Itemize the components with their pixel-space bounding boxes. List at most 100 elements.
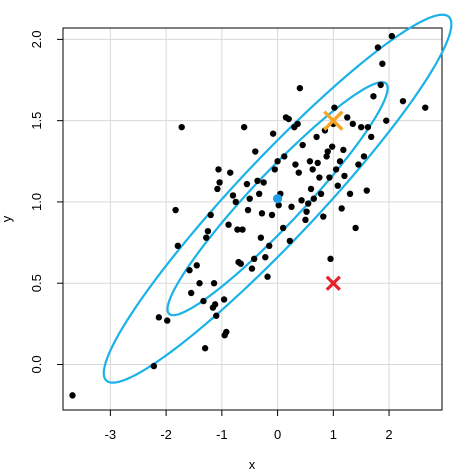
data-point — [207, 211, 214, 219]
data-point — [355, 161, 362, 168]
data-point — [243, 180, 251, 188]
data-point — [255, 190, 263, 198]
markers — [272, 110, 344, 291]
data-point — [215, 166, 222, 173]
data-point — [357, 123, 365, 131]
data-point — [292, 161, 299, 168]
red-x-marker — [325, 275, 341, 291]
data-point — [383, 117, 390, 124]
data-point — [264, 273, 271, 280]
data-point — [326, 174, 333, 181]
data-point — [200, 297, 207, 305]
data-point — [268, 211, 276, 219]
data-point — [344, 114, 351, 121]
data-point — [254, 177, 261, 184]
data-point — [69, 392, 76, 399]
y-axis-title: y — [0, 215, 14, 222]
data-point — [196, 280, 203, 287]
x-tick-label: -2 — [160, 427, 172, 442]
data-point — [323, 153, 330, 160]
data-point — [227, 169, 234, 176]
data-point — [306, 158, 314, 165]
data-point — [377, 81, 384, 89]
data-point — [316, 174, 323, 181]
data-point — [324, 148, 331, 155]
data-point — [266, 242, 273, 250]
data-point — [334, 182, 341, 189]
data-point — [214, 185, 221, 193]
data-point — [285, 115, 292, 123]
data-point — [327, 255, 334, 263]
data-point — [379, 60, 386, 67]
y-tick-label: 0.0 — [29, 355, 44, 373]
data-point — [329, 143, 336, 150]
data-point — [294, 120, 301, 128]
data-point — [307, 185, 315, 193]
data-point — [310, 195, 318, 202]
outer-ellipse — [102, 13, 453, 384]
data-point — [364, 123, 372, 131]
y-tick-label: 0.5 — [29, 274, 44, 292]
y-tick-label: 1.5 — [29, 112, 44, 130]
orange-x-marker-stroke — [323, 110, 344, 131]
data-point — [258, 210, 266, 217]
data-point — [244, 206, 252, 214]
data-point — [225, 221, 232, 228]
data-point — [288, 203, 295, 211]
data-point — [320, 213, 327, 220]
data-point — [269, 130, 277, 137]
data-point — [193, 262, 200, 269]
data-point — [286, 237, 294, 245]
data-point — [332, 166, 340, 173]
data-point — [239, 226, 246, 233]
data-point — [349, 120, 357, 128]
data-point — [232, 198, 239, 206]
data-point — [305, 200, 312, 207]
data-point — [229, 192, 237, 199]
data-point — [237, 260, 244, 267]
orange-x-marker — [323, 110, 344, 131]
data-point — [271, 166, 278, 173]
data-point — [368, 133, 375, 141]
center-point — [272, 194, 283, 204]
data-point — [303, 208, 310, 215]
x-axis-title: x — [249, 457, 256, 472]
data-point — [216, 179, 223, 186]
data-point — [274, 158, 281, 165]
data-point — [213, 312, 220, 319]
data-point — [155, 314, 163, 321]
data-point — [399, 97, 407, 105]
data-point — [211, 301, 219, 308]
data-point — [338, 205, 345, 212]
data-point — [164, 317, 171, 324]
data-point — [331, 104, 338, 111]
y-tick-label: 1.0 — [29, 193, 44, 211]
data-point — [313, 133, 320, 141]
data-points — [69, 32, 429, 399]
data-point — [186, 267, 193, 274]
x-tick-label: 2 — [385, 427, 392, 442]
grid — [63, 28, 442, 410]
x-axis: -3 -2 -1 0 1 2 — [105, 410, 393, 442]
data-point — [374, 44, 382, 51]
data-point — [275, 201, 282, 209]
data-point — [172, 206, 179, 214]
data-point — [240, 123, 248, 131]
data-point — [257, 234, 265, 241]
data-point — [346, 190, 354, 198]
data-point — [314, 159, 321, 167]
data-point — [203, 234, 210, 241]
data-point — [299, 141, 306, 149]
data-point — [187, 289, 195, 297]
data-point — [252, 148, 259, 155]
x-tick-label: -3 — [105, 427, 117, 442]
data-point — [223, 328, 230, 336]
data-point — [363, 187, 370, 194]
data-point — [201, 345, 209, 352]
red-x-marker-stroke — [325, 275, 341, 291]
x-tick-label: 1 — [330, 427, 337, 442]
data-point — [220, 296, 228, 303]
data-point — [309, 166, 316, 173]
data-point — [174, 242, 182, 250]
